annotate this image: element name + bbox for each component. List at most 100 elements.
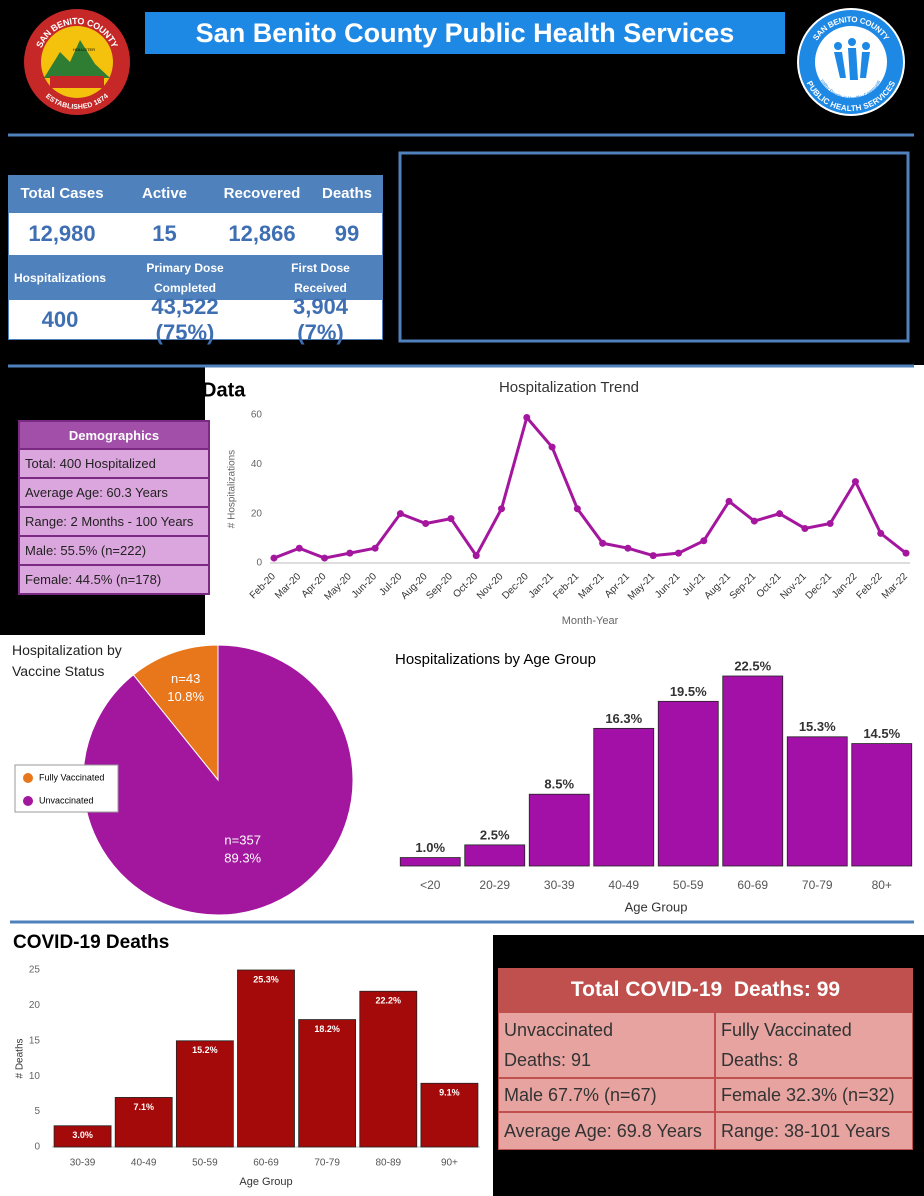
deaths-summary-cell: Fully Vaccinated Deaths: 8 xyxy=(715,1012,913,1078)
x-axis-label: Age Group xyxy=(239,1176,292,1188)
x-tick-label: Feb-21 xyxy=(551,571,581,601)
demographics-row: Male: 55.5% (n=222) xyxy=(18,537,210,566)
demographics-row: Total: 400 Hospitalized xyxy=(18,450,210,479)
y-tick-label: 15 xyxy=(29,1035,41,1046)
y-tick-label: 25 xyxy=(29,965,41,976)
bar xyxy=(722,675,784,867)
deaths-summary-cell: Range: 38-101 Years xyxy=(715,1112,913,1150)
value-label: 8.5% xyxy=(544,777,574,792)
value-label: 25.3% xyxy=(253,974,279,984)
x-tick-label: Sep-21 xyxy=(728,571,759,602)
y-tick-label: 10 xyxy=(29,1071,41,1082)
value-label: 18.2% xyxy=(314,1024,340,1034)
point xyxy=(851,478,859,486)
summary-value: 99 xyxy=(334,221,360,246)
summary-header: Active xyxy=(116,175,213,213)
point xyxy=(523,413,531,421)
y-axis-label: # Deaths xyxy=(15,1038,26,1078)
point xyxy=(321,554,329,562)
point xyxy=(750,517,758,525)
point xyxy=(447,515,455,523)
bar xyxy=(175,1040,234,1148)
value-label: 15.3% xyxy=(799,719,836,734)
legend-label: Fully Vaccinated xyxy=(39,772,104,782)
point xyxy=(472,552,480,560)
x-tick-label: Dec-21 xyxy=(804,571,835,602)
point xyxy=(599,539,607,547)
bar xyxy=(851,743,913,867)
y-tick-label: 20 xyxy=(29,1000,41,1011)
bar xyxy=(399,857,461,867)
pie-slice xyxy=(132,644,219,782)
count-label: n=43 xyxy=(171,671,200,686)
summary-header: Deaths xyxy=(311,175,383,213)
x-tick-label: Mar-21 xyxy=(576,571,606,601)
summary-value: 12,980 xyxy=(28,221,96,246)
point xyxy=(498,505,506,513)
value-label: 9.1% xyxy=(439,1088,460,1098)
summary-value: 3,904 (7%) xyxy=(292,294,349,345)
point xyxy=(624,544,632,552)
value-label: 15.2% xyxy=(192,1045,218,1055)
chart-title: Hospitalization Trend xyxy=(499,379,639,396)
summary-value: 400 xyxy=(41,307,79,332)
x-tick-label: Sep-20 xyxy=(424,571,455,602)
deaths-summary-cell: Female 32.3% (n=32) xyxy=(715,1078,913,1112)
x-tick-label: 80+ xyxy=(872,878,892,892)
point xyxy=(674,549,682,557)
x-tick-label: 60-69 xyxy=(737,878,768,892)
value-label: 7.1% xyxy=(133,1102,154,1112)
chart-title: Hospitalizations by Age Group xyxy=(395,651,596,668)
point xyxy=(573,505,581,513)
point xyxy=(801,524,809,532)
point xyxy=(422,520,430,528)
point xyxy=(548,443,556,451)
point xyxy=(700,537,708,545)
x-tick-label: 90+ xyxy=(441,1158,458,1169)
bar xyxy=(53,1125,112,1148)
x-tick-label: May-21 xyxy=(626,571,658,603)
chart-title: COVID-19 Deaths xyxy=(13,932,169,953)
summary-value: 15 xyxy=(152,221,177,246)
x-tick-label: 50-59 xyxy=(673,878,704,892)
value-label: 14.5% xyxy=(863,726,900,741)
point xyxy=(826,520,834,528)
point xyxy=(346,549,354,557)
value-label: 22.2% xyxy=(376,996,402,1006)
bar xyxy=(237,969,295,1148)
info-box xyxy=(398,151,910,343)
x-tick-label: Jan-22 xyxy=(830,571,860,601)
point xyxy=(371,544,379,552)
bar xyxy=(786,736,848,867)
bar xyxy=(464,844,526,867)
deaths-summary-cell: Average Age: 69.8 Years xyxy=(498,1112,715,1150)
summary-header: Hospitalizations xyxy=(8,255,112,300)
x-tick-label: Nov-20 xyxy=(475,571,506,602)
y-tick-label: 60 xyxy=(251,410,263,421)
pie-slice xyxy=(82,644,354,916)
x-tick-label: Feb-20 xyxy=(248,571,278,601)
summary-header: Recovered xyxy=(213,175,311,213)
x-tick-label: Nov-21 xyxy=(778,571,809,602)
x-tick-label: 70-79 xyxy=(802,878,833,892)
value-label: 22.5% xyxy=(734,658,771,673)
x-tick-label: 40-49 xyxy=(608,878,639,892)
y-tick-label: 5 xyxy=(34,1106,40,1117)
bar xyxy=(420,1082,479,1148)
x-tick-label: Jun-20 xyxy=(350,571,380,601)
x-tick-label: Feb-22 xyxy=(855,571,885,601)
deaths-summary-title: Total COVID-19 Deaths: 99 xyxy=(498,968,913,1012)
y-tick-label: 0 xyxy=(256,558,262,569)
bar xyxy=(657,700,719,867)
legend-swatch xyxy=(23,773,33,783)
x-tick-label: 30-39 xyxy=(544,878,575,892)
y-axis-label: # Hospitalizations xyxy=(227,450,238,528)
deaths-summary-cell: Unvaccinated Deaths: 91 xyxy=(498,1012,715,1078)
demographics-row: Female: 44.5% (n=178) xyxy=(18,566,210,595)
value-label: 16.3% xyxy=(605,711,642,726)
bar xyxy=(528,793,590,867)
x-tick-label: 80-89 xyxy=(375,1158,401,1169)
x-tick-label: <20 xyxy=(420,878,441,892)
